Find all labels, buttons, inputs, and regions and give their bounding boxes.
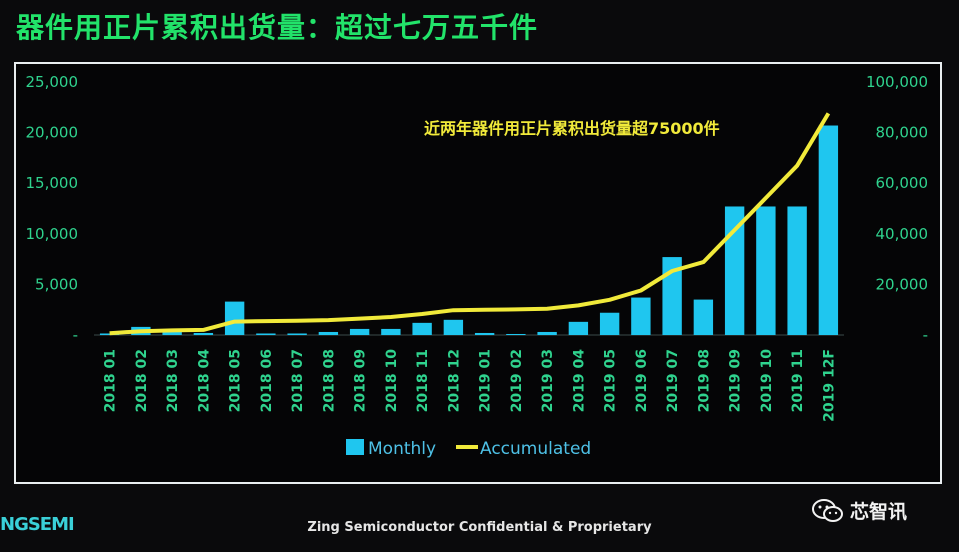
x-tick-label: 2019 02 <box>509 349 525 412</box>
y-tick-label: 20,000 <box>26 124 79 142</box>
x-axis: 2018 01 2018 02 2018 03 2018 04 2018 05 2018 … <box>103 349 838 422</box>
x-tick-label: 2018 06 <box>259 349 275 412</box>
y-tick-label: 5,000 <box>35 275 78 293</box>
monthly-bar <box>818 125 839 336</box>
monthly-bar <box>662 257 682 335</box>
monthly-bar <box>787 206 807 335</box>
accumulated-line <box>109 112 831 336</box>
x-tick-label: 2018 09 <box>353 349 369 412</box>
chart-panel: 25,000 20,000 15,000 10,000 5,000 - 100,000 80… <box>14 62 942 484</box>
x-tick-label: 2019 01 <box>478 349 494 412</box>
x-tick-label: 2019 06 <box>634 349 650 412</box>
monthly-bar <box>162 331 182 335</box>
monthly-bar <box>568 321 589 335</box>
monthly-bar <box>693 299 714 335</box>
y-tick-label: - <box>73 326 78 344</box>
accumulated-line-path <box>109 112 831 336</box>
x-tick-label: 2018 12 <box>446 349 462 412</box>
x-tick-label: 2019 11 <box>790 349 806 412</box>
monthly-bar <box>381 328 401 335</box>
monthly-bar <box>193 332 214 335</box>
monthly-bar <box>412 322 432 335</box>
x-tick-label: 2019 08 <box>696 349 712 412</box>
legend-accumulated-label: Accumulated <box>480 439 591 459</box>
x-tick-label: 2019 07 <box>665 349 681 412</box>
monthly-bar <box>631 297 651 335</box>
monthly-bar <box>99 333 120 335</box>
wechat-watermark: 芯智讯 <box>812 497 907 524</box>
wechat-icon <box>812 498 843 522</box>
y2-tick-label: 100,000 <box>866 73 928 91</box>
monthly-bar <box>443 319 464 335</box>
x-tick-label: 2019 10 <box>759 349 775 413</box>
x-tick-label: 2019 04 <box>571 349 587 413</box>
x-tick-label: 2018 03 <box>165 349 181 412</box>
monthly-bar <box>349 328 370 335</box>
monthly-bars <box>99 125 839 336</box>
y2-tick-label: 40,000 <box>876 225 929 243</box>
y-tick-label: 25,000 <box>26 73 79 91</box>
footer-text: Zing Semiconductor Confidential & Propri… <box>307 520 652 535</box>
y-axis-left: 25,000 20,000 15,000 10,000 5,000 - <box>26 73 79 344</box>
x-tick-label: 2018 02 <box>134 349 150 412</box>
legend-monthly-label: Monthly <box>368 439 436 459</box>
monthly-bar <box>224 301 245 335</box>
y2-tick-label: 60,000 <box>876 174 929 192</box>
company-logo: NGSEMI <box>0 514 75 535</box>
monthly-bar <box>506 333 526 335</box>
y-tick-label: 15,000 <box>26 174 79 192</box>
x-tick-label: 2018 05 <box>228 349 244 412</box>
monthly-bar <box>724 206 745 335</box>
monthly-bar <box>599 312 620 335</box>
chart-annotation: 近两年器件用正片累积出货量超75000件 <box>424 119 720 138</box>
x-tick-label: 2019 12F <box>821 349 837 422</box>
page-title: 器件用正片累积出货量：超过七万五千件 <box>16 11 539 44</box>
x-tick-label: 2018 04 <box>196 349 212 413</box>
y-tick-label: 10,000 <box>26 225 79 243</box>
chart: 25,000 20,000 15,000 10,000 5,000 - 100,000 80… <box>26 73 929 459</box>
x-tick-label: 2019 09 <box>728 349 744 412</box>
monthly-bar <box>537 331 557 335</box>
monthly-bar <box>474 332 495 335</box>
monthly-bar <box>756 206 776 335</box>
wechat-account-name: 芯智讯 <box>850 501 908 523</box>
y2-tick-label: 80,000 <box>876 124 929 142</box>
x-tick-label: 2018 08 <box>321 349 337 412</box>
x-tick-label: 2019 03 <box>540 349 556 412</box>
x-tick-label: 2018 07 <box>290 349 306 412</box>
x-tick-label: 2018 11 <box>415 349 431 412</box>
y2-tick-label: 20,000 <box>876 275 929 293</box>
monthly-bar <box>287 333 307 335</box>
x-tick-label: 2018 10 <box>384 349 400 413</box>
monthly-bar <box>318 331 339 335</box>
y-axis-right: 100,000 80,000 60,000 40,000 20,000 - <box>866 73 928 344</box>
monthly-bar <box>256 333 276 335</box>
legend: Monthly Accumulated <box>346 439 591 459</box>
x-tick-label: 2019 05 <box>603 349 619 412</box>
legend-monthly-swatch <box>346 439 364 455</box>
y2-tick-label: - <box>923 326 928 344</box>
x-tick-label: 2018 01 <box>103 349 119 412</box>
